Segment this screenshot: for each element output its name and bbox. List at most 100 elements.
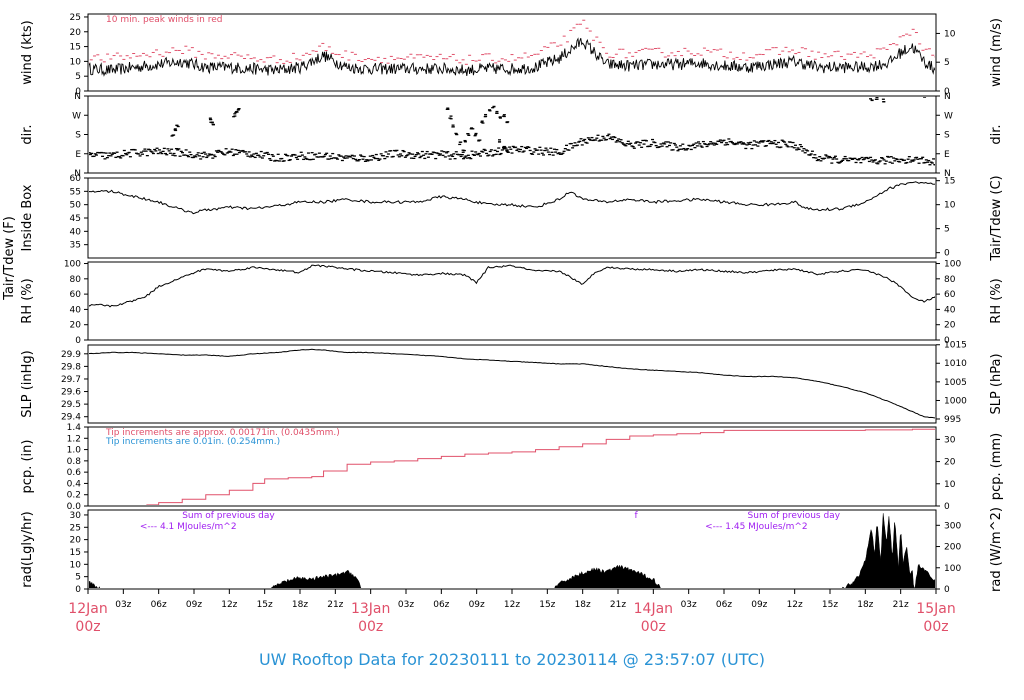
slp-frame xyxy=(87,344,937,424)
pcp-left-tick-label: 0.0 xyxy=(67,502,82,512)
slp-left-tick-label: 29.6 xyxy=(61,388,81,398)
rh-right-tick-label: 20 xyxy=(944,321,956,331)
rad-left-tick-label: 25 xyxy=(70,523,81,533)
rh-series-relative-humidity xyxy=(89,264,935,308)
temp-right-tick-label: 15 xyxy=(944,177,955,187)
dir-frame xyxy=(87,95,937,174)
dir-left-tick-label: N xyxy=(74,169,81,179)
x-date-label: 15Jan xyxy=(916,601,955,617)
x-date-label: 12Jan xyxy=(68,601,107,617)
slp-left-tick-label: 29.7 xyxy=(61,375,81,385)
x-tick-label: 18z xyxy=(857,600,873,610)
x-tick-label: 03z xyxy=(115,600,131,610)
dir-left-tick-label: N xyxy=(74,92,81,102)
x-tick-label: 18z xyxy=(292,600,308,610)
dir-right-tick-label: W xyxy=(944,111,953,121)
temp-plot-area xyxy=(89,181,935,215)
wind-right-tick-label: 0 xyxy=(944,87,950,97)
dir-plot-area xyxy=(89,97,935,166)
pcp-left-axis-label: pcp. (in) xyxy=(20,440,35,494)
wind-left-tick-label: 0 xyxy=(75,87,81,97)
x-tick-label: 21z xyxy=(610,600,626,610)
rh-left-tick-label: 40 xyxy=(70,305,82,315)
rad-left-tick-label: 0 xyxy=(75,585,81,595)
slp-left-tick-label: 29.4 xyxy=(61,413,81,423)
temp-right-tick-label: 0 xyxy=(944,249,950,259)
rad-right-tick-label: 200 xyxy=(944,543,961,553)
temp-right-axis-label: Tair/Tdew (C) xyxy=(989,175,1004,261)
rh-frame xyxy=(87,261,937,341)
wind-left-axis-label: wind (kts) xyxy=(20,20,35,84)
rad-right-tick-label: 100 xyxy=(944,564,961,574)
temp-right-tick-label: 5 xyxy=(944,225,950,235)
rh-left-tick-label: 60 xyxy=(70,290,82,300)
slp-left-tick-label: 29.5 xyxy=(61,400,81,410)
x-date-label: 14Jan xyxy=(634,601,673,617)
temp-right-tick-label: 10 xyxy=(944,201,956,211)
x-tick-label: 18z xyxy=(575,600,591,610)
rh-right-tick-label: 0 xyxy=(944,336,950,346)
temp-left-axis-label: Inside Box xyxy=(20,184,35,251)
rad-left-tick-label: 5 xyxy=(75,573,81,583)
slp-plot-area xyxy=(89,348,935,419)
temp-left-tick-label: 50 xyxy=(70,201,82,211)
pcp-series-accumulated-precipitation xyxy=(146,428,935,505)
x-tick-label: 15z xyxy=(257,600,273,610)
pcp-annotation: Tip increments are approx. 0.00171in. (0… xyxy=(105,428,340,438)
rad-annotation: f xyxy=(634,511,638,521)
slp-right-tick-label: 1005 xyxy=(944,378,967,388)
rad-left-tick-label: 30 xyxy=(70,511,82,521)
rad-annotation: <--- 1.45 MJoules/m^2 xyxy=(705,522,807,532)
wind-right-axis-label: wind (m/s) xyxy=(989,18,1004,87)
rh-right-tick-label: 80 xyxy=(944,275,956,285)
rh-right-tick-label: 40 xyxy=(944,305,956,315)
wind-frame xyxy=(87,13,937,92)
pcp-right-tick-label: 10 xyxy=(944,480,956,490)
wind-left-tick-label: 15 xyxy=(70,43,81,53)
panel-pcp: 0.00.2 0.40.60.81.0 1.21.4 0 10 20 30 pcp. (in)… xyxy=(20,423,1004,512)
temp-left-tick-label: 55 xyxy=(70,187,81,197)
temp-left-tick-label: 60 xyxy=(70,174,82,184)
dir-right-tick-label: N xyxy=(944,92,951,102)
x-tick-label: 06z xyxy=(151,600,167,610)
pcp-right-axis-label: pcp. (mm) xyxy=(989,433,1004,500)
rad-left-axis-label: rad(Lgly/hr) xyxy=(20,511,35,587)
x-date-label: 13Jan xyxy=(351,601,390,617)
dir-right-tick-label: S xyxy=(944,131,950,141)
slp-right-tick-label: 1000 xyxy=(944,396,967,406)
rh-left-tick-label: 80 xyxy=(70,275,82,285)
slp-series-sea-level-pressure xyxy=(89,348,935,419)
x-tick-label: 15z xyxy=(539,600,555,610)
rad-right-tick-label: 300 xyxy=(944,521,961,531)
wind-left-tick-label: 5 xyxy=(75,72,81,82)
rh-right-tick-label: 60 xyxy=(944,290,956,300)
pcp-left-tick-label: 0.8 xyxy=(67,457,82,467)
rh-left-axis-label: RH (%) xyxy=(20,278,35,323)
x-tick-label: 06z xyxy=(433,600,449,610)
wind-left-tick-label: 25 xyxy=(70,13,81,23)
pcp-annotation: Tip increments are 0.01in. (0.254mm.) xyxy=(105,437,280,447)
rad-annotation: <--- 4.1 MJoules/m^2 xyxy=(140,522,237,532)
temp-left-tick-label: 40 xyxy=(70,227,82,237)
pcp-frame xyxy=(87,426,937,507)
rh-left-tick-label: 0 xyxy=(75,336,81,346)
pcp-left-tick-label: 0.6 xyxy=(67,468,82,478)
dir-left-tick-label: S xyxy=(75,131,81,141)
dir-left-tick-label: E xyxy=(75,150,81,160)
wind-annotation: 10 min. peak winds in red xyxy=(106,15,223,25)
wind-right-tick-label: 10 xyxy=(944,29,956,39)
slp-right-tick-label: 1015 xyxy=(944,341,967,351)
dir-right-tick-label: N xyxy=(944,169,951,179)
rh-left-tick-label: 100 xyxy=(64,260,81,270)
rad-left-tick-label: 10 xyxy=(70,560,82,570)
dir-left-axis-label: dir. xyxy=(20,124,35,144)
dir-right-tick-label: E xyxy=(944,150,950,160)
slp-right-tick-label: 995 xyxy=(944,415,961,425)
panel-slp: 29.4 29.5 29.6 29.7 29.8 29.9 995 1000 1005 1010 1… xyxy=(20,341,1004,425)
slp-right-axis-label: SLP (hPa) xyxy=(989,353,1004,414)
wind-left-tick-label: 20 xyxy=(70,28,82,38)
x-date-time-label: 00z xyxy=(641,619,666,635)
dir-right-axis-label: dir. xyxy=(989,124,1004,144)
x-tick-label: 21z xyxy=(893,600,909,610)
